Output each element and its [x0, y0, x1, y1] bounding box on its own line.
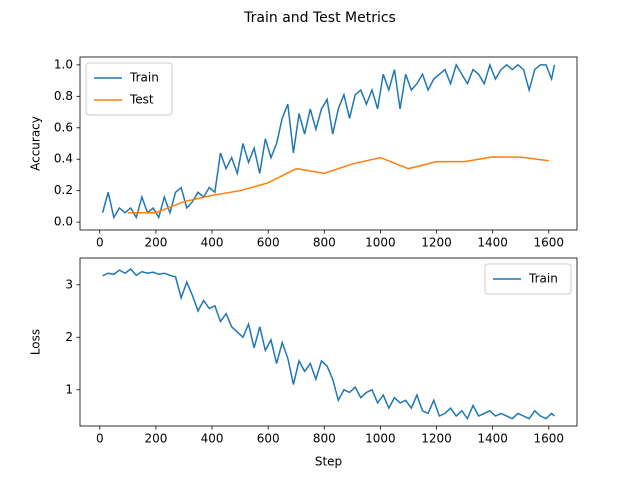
legend: Train	[484, 263, 572, 295]
x-tick-label: 1000	[365, 236, 396, 250]
y-tick-label: 3	[65, 277, 73, 291]
y-tick-label: 2	[65, 330, 73, 344]
figure-title: Train and Test Metrics	[243, 10, 396, 26]
x-tick-label: 1600	[534, 432, 565, 446]
x-tick-label: 800	[313, 432, 336, 446]
x-tick-label: 1400	[477, 236, 508, 250]
x-tick-label: 1400	[477, 432, 508, 446]
x-tick-label: 0	[96, 236, 104, 250]
x-tick-label: 200	[144, 236, 167, 250]
legend-label: Train	[528, 272, 558, 286]
y-tick-label: 0.2	[54, 183, 73, 197]
axes-frame	[79, 257, 578, 427]
data-line	[127, 156, 549, 214]
x-tick-label: 200	[144, 432, 167, 446]
y-tick-label: 1	[65, 382, 73, 396]
x-tick-label: 400	[201, 236, 224, 250]
x-axis-label: Step	[315, 455, 342, 469]
legend-label: Train	[129, 71, 159, 85]
y-tick-label: 1.0	[54, 57, 73, 71]
axes-frame	[79, 56, 578, 231]
x-tick-label: 600	[257, 432, 280, 446]
y-axis-label: Accuracy	[29, 116, 43, 171]
x-tick-label: 1200	[421, 432, 452, 446]
legend-label: Test	[129, 93, 154, 107]
y-tick-label: 0.4	[54, 152, 73, 166]
x-tick-label: 1600	[534, 236, 565, 250]
x-tick-label: 1000	[365, 432, 396, 446]
y-tick-label: 0.6	[54, 120, 73, 134]
y-tick-label: 0.8	[54, 89, 73, 103]
data-line	[102, 268, 555, 421]
legend-frame	[85, 62, 173, 116]
y-axis-label: Loss	[29, 329, 43, 355]
legend-frame	[484, 263, 572, 295]
x-tick-label: 0	[96, 432, 104, 446]
data-line	[101, 62, 556, 220]
x-tick-label: 1200	[421, 236, 452, 250]
y-tick-label: 0.0	[54, 215, 73, 229]
legend: Train Test	[85, 62, 173, 116]
x-tick-label: 400	[201, 432, 224, 446]
x-tick-label: 800	[313, 236, 336, 250]
x-tick-label: 600	[257, 236, 280, 250]
